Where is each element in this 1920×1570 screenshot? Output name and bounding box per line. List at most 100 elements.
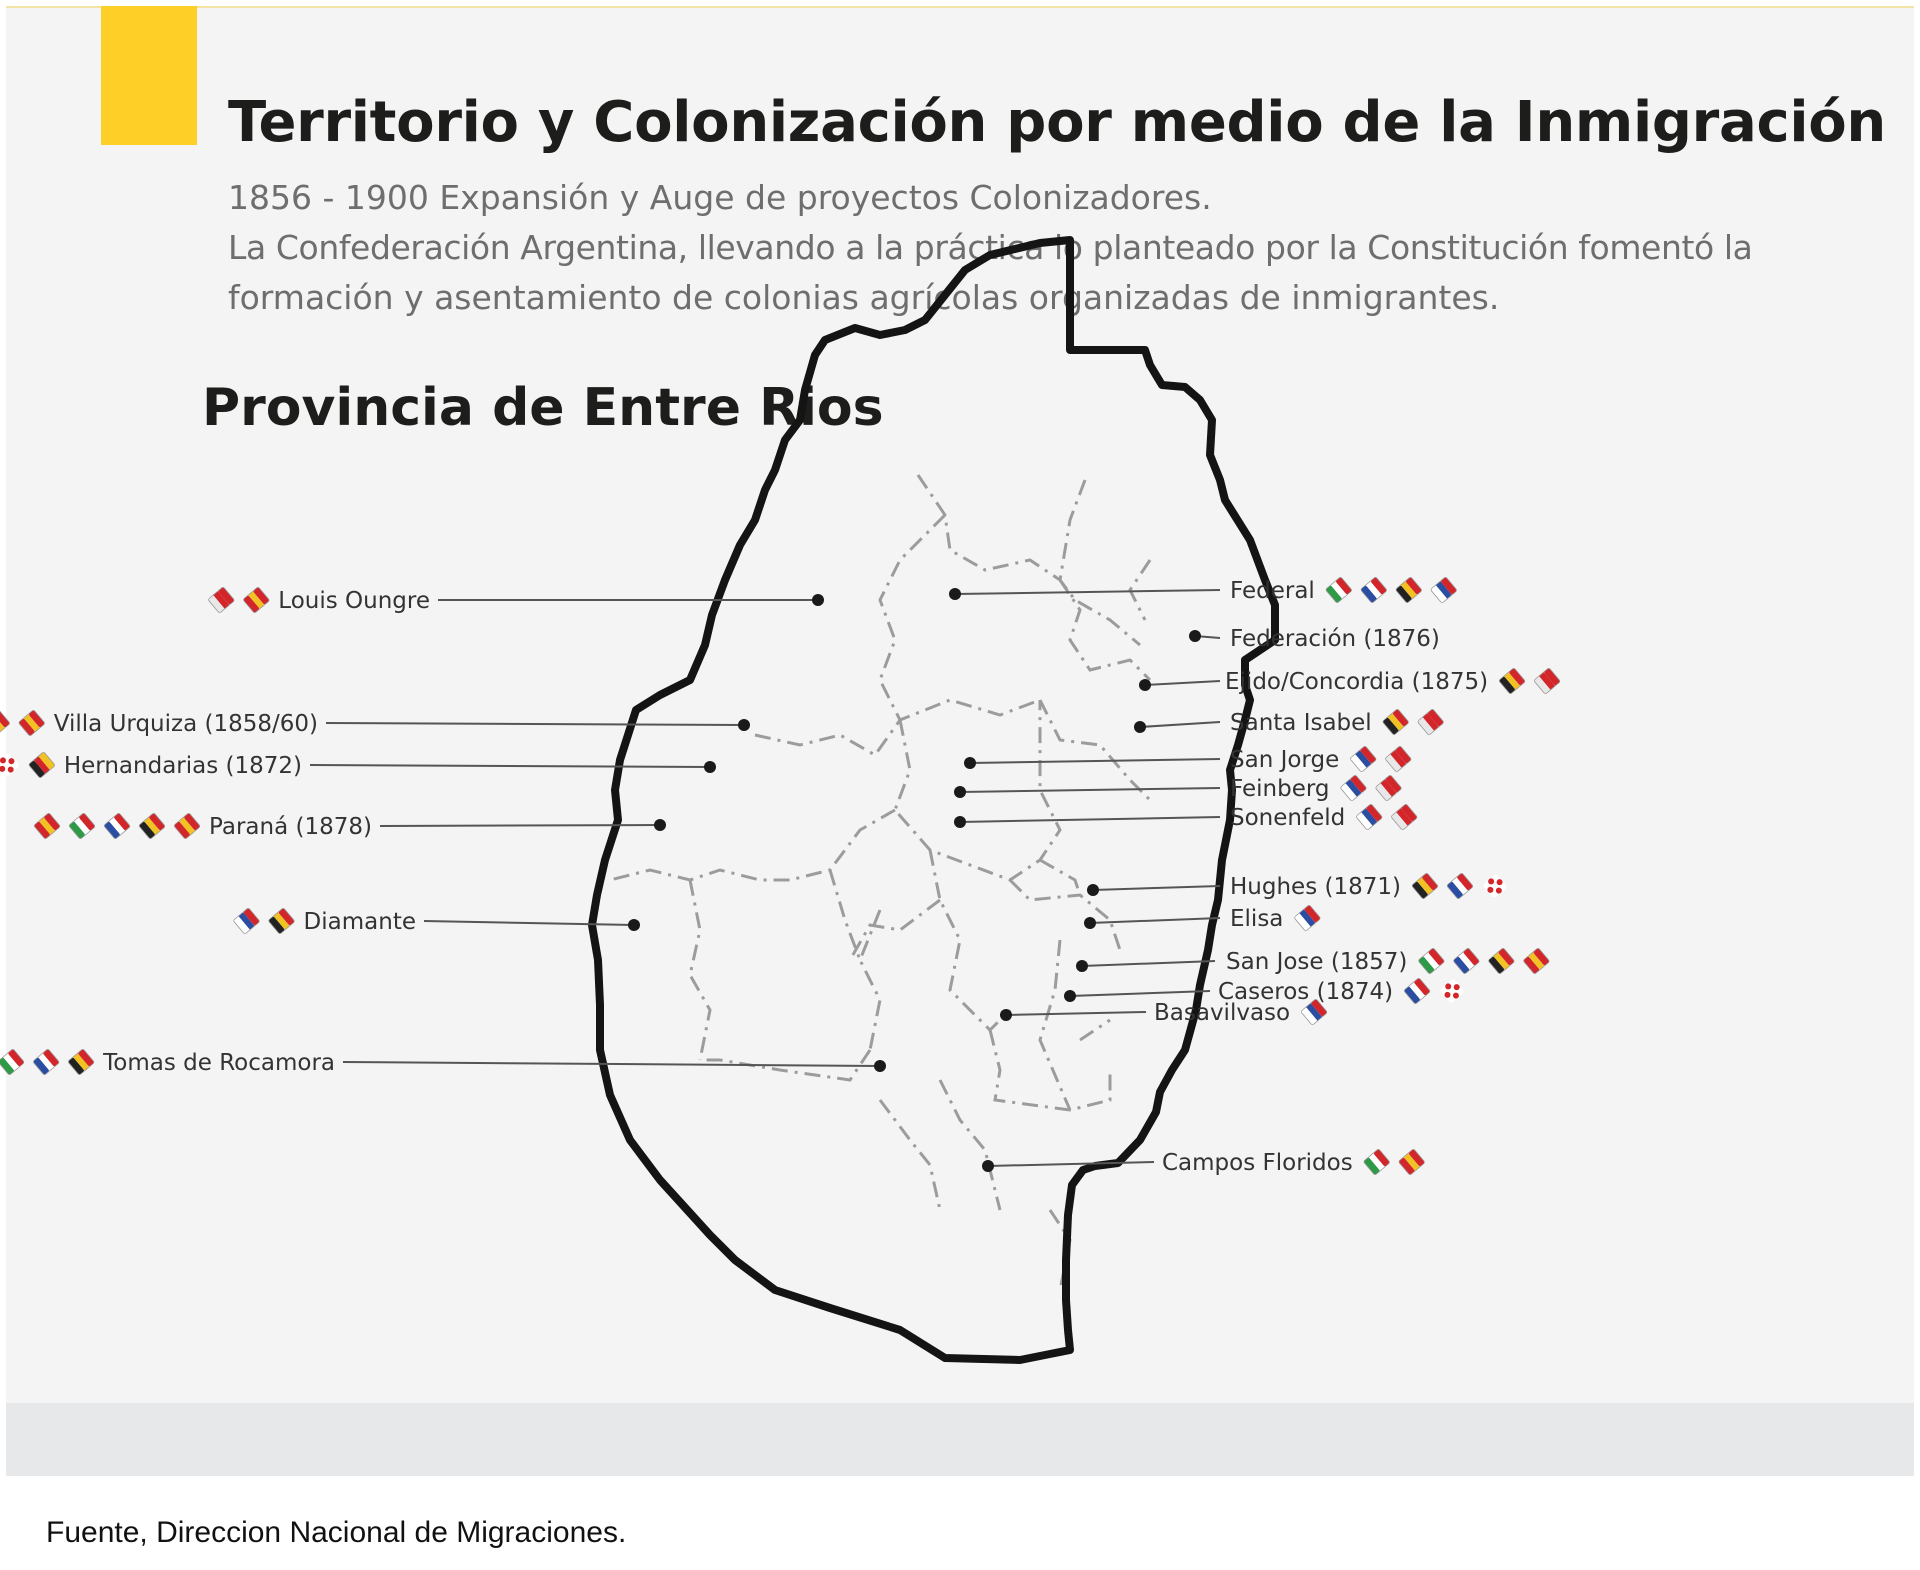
colony-label: Federación (1876) xyxy=(1230,626,1440,652)
department-boundary xyxy=(1038,699,1152,802)
leader-line xyxy=(342,1061,881,1067)
department-boundary xyxy=(928,849,1012,1033)
leader-line xyxy=(1144,680,1221,686)
colony-dot xyxy=(1189,630,1201,642)
black-red-gold-flag-icon xyxy=(28,752,55,778)
colony-marker: Basavilvaso xyxy=(1000,999,1328,1026)
red-white-diagonal-flag-icon xyxy=(1534,668,1561,694)
department-boundary xyxy=(609,808,896,882)
leader-line xyxy=(325,722,745,726)
department-boundary xyxy=(754,698,1041,757)
department-boundary xyxy=(1058,479,1141,647)
top-rule xyxy=(6,6,1914,8)
red-white-diagonal-flag-icon xyxy=(1375,775,1402,801)
colony-label: San Jose (1857) xyxy=(1226,949,1407,975)
leader-line xyxy=(959,787,1221,793)
department-boundary xyxy=(1058,579,1152,682)
colony-marker: Campos Floridos xyxy=(982,1149,1425,1176)
black-yellow-red-flag-icon xyxy=(0,710,10,736)
colony-markers: Louis Oungre Villa Urquiza (1858/60) Herna… xyxy=(0,577,1561,1176)
colony-dot xyxy=(982,1160,994,1172)
white-blue-red-flag-icon xyxy=(1350,746,1377,772)
colony-dot xyxy=(954,786,966,798)
colony-label: Hughes (1871) xyxy=(1230,874,1401,900)
department-boundary xyxy=(848,898,941,961)
infographic-panel: Territorio y Colonización por medio de l… xyxy=(6,6,1914,1476)
leader-line xyxy=(423,920,635,926)
colony-marker: Diamante xyxy=(233,908,640,935)
colony-marker: Hughes (1871) xyxy=(1087,873,1507,900)
colony-dot xyxy=(738,719,750,731)
colony-marker: Santa Isabel xyxy=(1134,709,1444,736)
leader-line xyxy=(959,816,1221,823)
colony-label: Campos Floridos xyxy=(1162,1150,1353,1176)
black-yellow-red-flag-icon xyxy=(1499,668,1526,694)
black-yellow-red-flag-icon xyxy=(1488,948,1515,974)
colony-marker: Caseros (1874) xyxy=(1064,978,1464,1005)
department-boundary xyxy=(988,1029,1112,1112)
white-blue-red-flag-icon xyxy=(233,908,260,934)
department-boundary xyxy=(938,1079,1002,1211)
colony-label: Basavilvaso xyxy=(1154,1000,1290,1026)
red-cross-white-flag-icon xyxy=(0,753,19,777)
department-boundary xyxy=(828,869,862,961)
green-white-red-flag-icon xyxy=(1418,948,1445,974)
leader-line xyxy=(309,764,711,768)
white-blue-red-flag-icon xyxy=(1294,905,1321,931)
leader-line xyxy=(1081,960,1216,967)
colony-label: Sonenfeld xyxy=(1230,805,1345,831)
red-cross-white-flag-icon xyxy=(1483,874,1507,898)
source-note: Fuente, Direccion Nacional de Migracione… xyxy=(46,1516,627,1549)
map-heading: Provincia de Entre Rios xyxy=(202,378,884,438)
colony-dot xyxy=(1084,917,1096,929)
colony-marker: San Jorge xyxy=(964,746,1412,773)
blue-white-red-flag-icon xyxy=(104,813,131,839)
colony-label: Feinberg xyxy=(1230,776,1330,802)
bottom-bar xyxy=(6,1403,1914,1476)
colony-dot xyxy=(1064,990,1076,1002)
black-yellow-red-flag-icon xyxy=(139,813,166,839)
white-blue-red-flag-icon xyxy=(1430,577,1457,603)
colony-label: Diamante xyxy=(304,909,416,935)
description-line-1: La Confederación Argentina, llevando a l… xyxy=(228,228,1753,267)
colony-marker: Elisa xyxy=(1084,905,1321,932)
red-yellow-diagonal-flag-icon xyxy=(174,813,201,839)
leader-line xyxy=(969,758,1221,764)
colony-label: Hernandarias (1872) xyxy=(64,753,302,779)
white-blue-red-flag-icon xyxy=(1301,999,1328,1025)
colony-marker: Feinberg xyxy=(954,775,1402,802)
colony-label: Tomas de Rocamora xyxy=(102,1050,335,1076)
colony-dot xyxy=(812,594,824,606)
red-white-diagonal-flag-icon xyxy=(208,587,235,613)
colony-marker: Hernandarias (1872) xyxy=(0,752,716,779)
red-white-diagonal-flag-icon xyxy=(1385,746,1412,772)
department-boundary xyxy=(688,879,712,1061)
page-title: Territorio y Colonización por medio de l… xyxy=(228,90,1886,155)
colony-label: Caseros (1874) xyxy=(1218,979,1393,1005)
colony-marker: Federal xyxy=(949,577,1457,604)
entre-rios-map: Louis Oungre Villa Urquiza (1858/60) Herna… xyxy=(0,236,1561,1364)
colony-dot xyxy=(949,588,961,600)
department-boundary xyxy=(858,909,882,1051)
colony-dot xyxy=(954,816,966,828)
leader-line xyxy=(1089,917,1221,924)
colony-dot xyxy=(1000,1009,1012,1021)
department-boundary xyxy=(700,1049,872,1082)
colony-dot xyxy=(964,757,976,769)
page-subtitle: 1856 - 1900 Expansión y Auge de proyecto… xyxy=(228,178,1212,217)
white-blue-red-flag-icon xyxy=(1356,804,1383,830)
department-boundary xyxy=(1079,1018,1111,1042)
colony-dot xyxy=(654,819,666,831)
red-yellow-diagonal-flag-icon xyxy=(1398,1149,1425,1175)
blue-white-red-flag-icon xyxy=(1360,577,1387,603)
colony-marker: Ejido/Concordia (1875) xyxy=(1139,668,1561,695)
colony-dot xyxy=(874,1060,886,1072)
colony-marker: Villa Urquiza (1858/60) xyxy=(0,710,750,737)
description-line-2: formación y asentamiento de colonias agr… xyxy=(228,278,1500,317)
colony-dot xyxy=(628,919,640,931)
colony-dot xyxy=(1134,721,1146,733)
department-boundary xyxy=(878,1099,942,1211)
leader-line xyxy=(1139,721,1221,728)
colony-dot xyxy=(704,761,716,773)
colony-marker: Louis Oungre xyxy=(208,587,824,614)
